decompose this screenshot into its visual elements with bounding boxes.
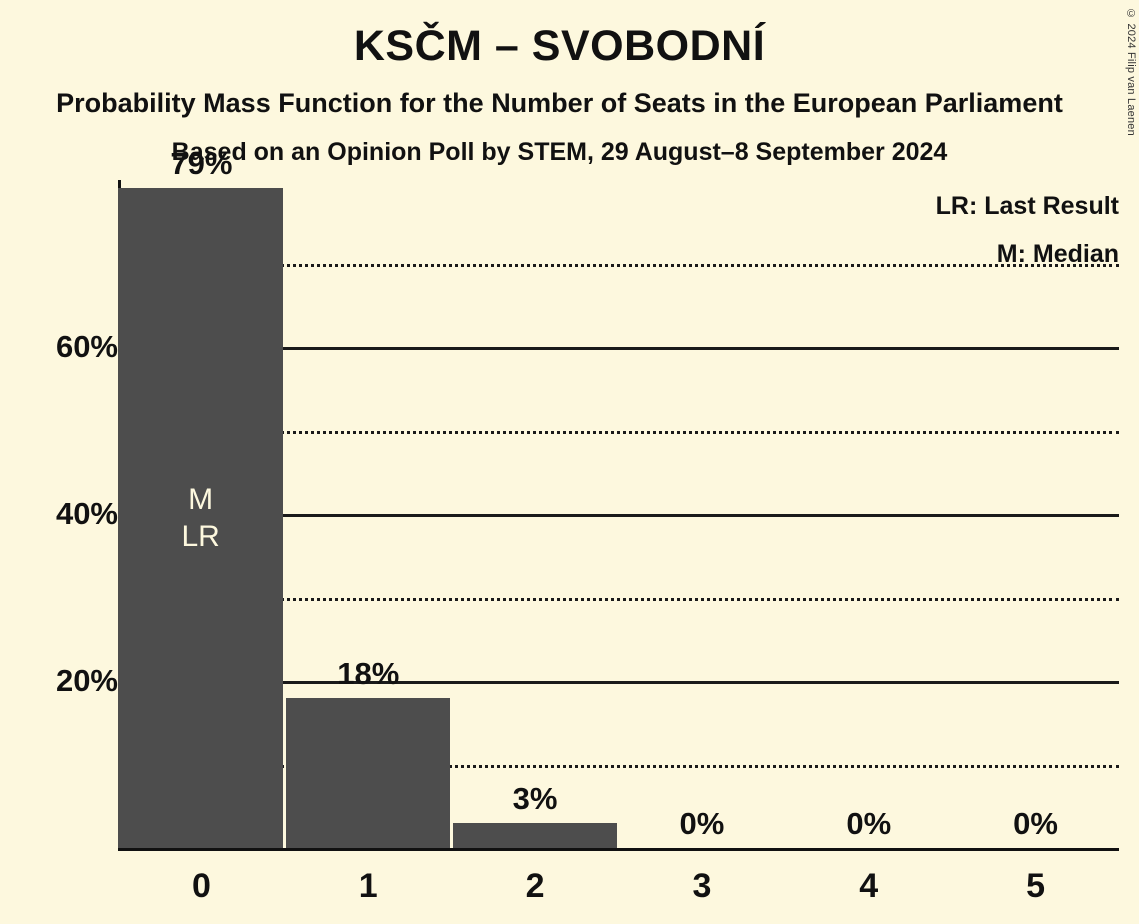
chart-source-line: Based on an Opinion Poll by STEM, 29 Aug… (171, 138, 948, 166)
x-tick-label-2: 2 (525, 867, 545, 905)
bar-value-label-0: 79% (170, 146, 233, 182)
bar-value-label-3: 0% (679, 806, 725, 841)
chart-title: KSČM – SVOBODNÍ (353, 22, 766, 70)
x-tick-label-5: 5 (1026, 867, 1046, 905)
bar-value-label-4: 0% (846, 806, 892, 841)
legend-entry-last-result: LR: Last Result (935, 192, 1119, 220)
x-tick-label-4: 4 (859, 867, 879, 905)
chart-legend: LR: Last Result M: Median (936, 182, 1119, 278)
bar-seats-2 (453, 822, 617, 848)
bar-seats-0: M LR (118, 188, 284, 848)
legend-entry-median: M: Median (996, 240, 1119, 268)
chart-subtitle: Probability Mass Function for the Number… (56, 88, 1063, 118)
gridline-10pct (118, 764, 1119, 768)
median-marker: M (188, 483, 214, 517)
bar-marker-group: M LR (118, 481, 283, 555)
gridline-40pct (118, 514, 1119, 517)
gridline-60pct (118, 347, 1119, 350)
x-axis-line (118, 848, 1119, 851)
y-tick-label-40pct: 40% (55, 496, 118, 531)
plot-area: M LR (118, 180, 1119, 848)
y-tick-label-20pct: 20% (55, 663, 118, 698)
gridline-50pct (118, 430, 1119, 434)
last-result-marker: LR (181, 520, 220, 554)
bar-value-label-2: 3% (512, 780, 558, 816)
gridline-20pct (118, 681, 1119, 684)
x-tick-label-1: 1 (358, 867, 378, 905)
gridline-70pct (118, 263, 1119, 267)
x-tick-label-3: 3 (692, 867, 712, 905)
gridline-30pct (118, 597, 1119, 601)
copyright-notice: © 2024 Filip van Laenen (1125, 8, 1137, 136)
y-tick-label-60pct: 60% (55, 329, 118, 364)
bar-seats-1 (286, 697, 451, 848)
x-tick-label-0: 0 (191, 867, 211, 905)
bar-value-label-1: 18% (337, 655, 400, 691)
bar-value-label-5: 0% (1013, 806, 1058, 841)
